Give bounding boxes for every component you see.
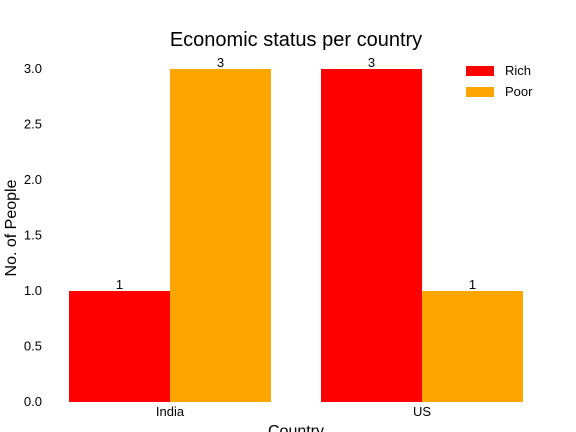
bar-value-label: 3 — [368, 55, 375, 70]
legend-swatch-poor — [466, 87, 494, 97]
y-axis-label: No. of People — [3, 179, 20, 276]
y-tick-label: 3.0 — [24, 61, 42, 76]
y-tick-label: 2.0 — [24, 172, 42, 187]
bars — [69, 69, 523, 402]
y-tick-label: 1.5 — [24, 228, 42, 243]
legend: Rich Poor — [466, 63, 533, 99]
y-tick-label: 2.5 — [24, 117, 42, 132]
bar-poor-us — [422, 291, 523, 402]
x-axis-ticks: India US — [156, 404, 431, 419]
bar-poor-india — [170, 69, 271, 402]
bar-value-labels: 1 3 3 1 — [116, 55, 476, 292]
bar-value-label: 3 — [217, 55, 224, 70]
y-tick-label: 0.0 — [24, 394, 42, 409]
x-tick-label: US — [413, 404, 431, 419]
y-axis-ticks: 0.0 0.5 1.0 1.5 2.0 2.5 3.0 — [24, 61, 42, 409]
bar-value-label: 1 — [116, 277, 123, 292]
bar-value-label: 1 — [469, 277, 476, 292]
legend-swatch-rich — [466, 66, 494, 76]
legend-label-poor: Poor — [505, 84, 533, 99]
chart-title: Economic status per country — [170, 29, 422, 51]
bar-rich-india — [69, 291, 170, 402]
y-tick-label: 0.5 — [24, 339, 42, 354]
x-axis-label: Country — [268, 423, 324, 432]
y-tick-label: 1.0 — [24, 283, 42, 298]
legend-label-rich: Rich — [505, 63, 531, 78]
x-tick-label: India — [156, 404, 185, 419]
bar-rich-us — [321, 69, 422, 402]
